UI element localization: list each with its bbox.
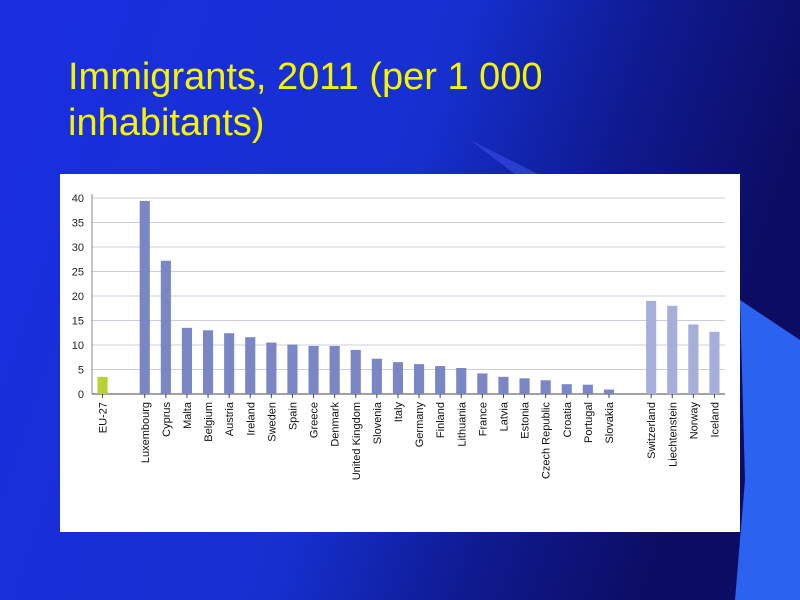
- bar-malta: [181, 327, 193, 394]
- bar-luxembourg: [139, 200, 150, 394]
- bar-eu-27: [97, 376, 108, 394]
- bar-austria: [224, 333, 235, 394]
- x-tick-label: Italy: [393, 402, 405, 423]
- x-tick-label: Belgium: [203, 402, 215, 442]
- x-tick-label: Luxembourg: [140, 402, 152, 463]
- bar-norway: [688, 324, 699, 394]
- x-tick-label: Iceland: [709, 402, 721, 437]
- x-tick-label: Slovakia: [604, 401, 616, 443]
- slide-title: Immigrants, 2011 (per 1 000 inhabitants): [68, 56, 543, 144]
- bar-slovenia: [371, 358, 382, 394]
- slide-accent-streak: [470, 140, 560, 185]
- chart-panel: 0 5 10 15 20 25 30 35 40 EU-27 Luxembourg Cyprus Mal…: [60, 174, 740, 532]
- x-tick-label: Germany: [414, 402, 426, 448]
- bar-ireland: [245, 337, 256, 394]
- bar-portugal: [582, 384, 593, 394]
- bar-estonia: [519, 378, 530, 394]
- bar-spain: [287, 344, 298, 394]
- x-tick-label: United Kingdom: [351, 402, 363, 480]
- bar-sweden: [266, 342, 277, 394]
- y-tick-label: 10: [72, 340, 84, 352]
- x-tick-label: Greece: [309, 402, 321, 438]
- bar-greece: [308, 345, 319, 394]
- bar-slovakia: [603, 389, 615, 394]
- bar-france: [477, 373, 488, 394]
- x-tick-label: Liechtenstein: [667, 402, 679, 467]
- x-tick-label: Portugal: [583, 402, 595, 443]
- bar-finland: [435, 366, 446, 394]
- bar-czech-republic: [540, 380, 551, 394]
- x-tick-label: Denmark: [330, 402, 342, 447]
- x-tick-label: Croatia: [562, 401, 574, 437]
- x-tick-label: Ireland: [245, 402, 257, 436]
- bar-belgium: [202, 330, 214, 394]
- y-tick-label: 30: [72, 242, 84, 254]
- bar-chart: 0 5 10 15 20 25 30 35 40 EU-27 Luxembourg Cyprus Mal…: [72, 193, 725, 480]
- y-tick-label: 15: [72, 316, 84, 328]
- x-tick-label: Czech Republic: [541, 402, 553, 480]
- y-tick-label: 5: [78, 365, 84, 377]
- x-tick-label: Latvia: [498, 401, 510, 431]
- bar-lithuania: [456, 368, 467, 394]
- bar-italy: [392, 362, 404, 394]
- bar-denmark: [329, 345, 340, 394]
- y-tick-label: 0: [78, 389, 84, 401]
- y-tick-label: 20: [72, 291, 84, 303]
- bar-latvia: [498, 376, 509, 394]
- x-tick-label: EU-27: [98, 402, 110, 433]
- x-tick-label: Lithuania: [456, 401, 468, 447]
- x-tick-label: Sweden: [266, 402, 278, 442]
- x-tick-label: Slovenia: [372, 401, 384, 444]
- x-tick-label: Estonia: [520, 401, 532, 439]
- x-tick-label: Cyprus: [161, 402, 173, 437]
- x-tick-label: Malta: [182, 401, 194, 429]
- bar-germany: [413, 364, 425, 394]
- bar-iceland: [709, 331, 720, 394]
- bar-switzerland: [646, 300, 657, 394]
- slide-accent-shape: [735, 300, 800, 600]
- x-tick-label: Austria: [224, 401, 236, 436]
- x-tick-label: Norway: [688, 402, 700, 440]
- x-tick-label: Switzerland: [646, 402, 658, 459]
- y-tick-label: 25: [72, 267, 84, 279]
- bar-cyprus: [160, 260, 171, 394]
- bar-croatia: [561, 384, 572, 394]
- bar-united-kingdom: [350, 349, 361, 394]
- x-tick-label: Finland: [435, 402, 447, 438]
- y-tick-label: 35: [72, 218, 84, 230]
- x-tick-label: France: [477, 402, 489, 436]
- y-tick-label: 40: [72, 193, 84, 205]
- bar-liechtenstein: [667, 305, 678, 394]
- x-tick-label: Spain: [287, 402, 299, 430]
